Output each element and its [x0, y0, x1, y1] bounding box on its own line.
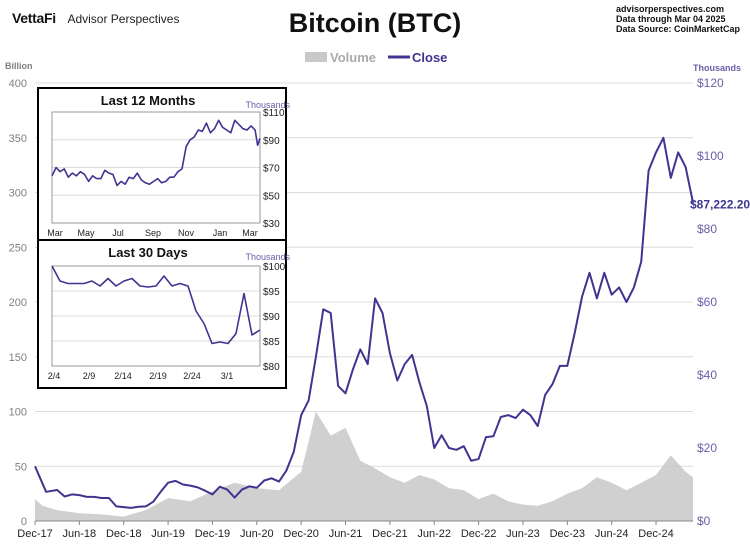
brand-name: Advisor Perspectives: [67, 12, 180, 26]
left-tick-label: 150: [9, 352, 27, 364]
inset-y-tick-label: $80: [263, 362, 280, 373]
x-tick-label: Dec-24: [638, 528, 673, 540]
legend-close-label: Close: [412, 50, 447, 65]
right-tick-label: $20: [697, 441, 717, 455]
last-value-label: $87,222.20: [690, 198, 750, 212]
left-tick-label: 400: [9, 78, 27, 90]
inset-plot-frame: [51, 265, 261, 367]
right-tick-label: $60: [697, 295, 717, 309]
x-tick-label: Jun-22: [417, 528, 451, 540]
inset-y-tick-label: $85: [263, 337, 280, 348]
inset-y-tick-label: $110: [263, 108, 285, 119]
inset-line: [51, 265, 261, 345]
inset-y-tick-label: $90: [263, 136, 280, 147]
x-tick-label: Dec-18: [106, 528, 141, 540]
source-block: advisorperspectives.com Data through Mar…: [616, 4, 740, 34]
inset-line: [51, 119, 261, 187]
left-tick-label: 100: [9, 407, 27, 419]
inset-title: Last 30 Days: [108, 245, 188, 260]
inset-x-tick-label: 2/24: [183, 371, 201, 381]
inset-x-tick-label: Sep: [145, 228, 161, 238]
right-tick-label: $100: [697, 149, 724, 163]
x-tick-label: Jun-21: [329, 528, 363, 540]
right-axis-label: Thousands: [693, 63, 741, 73]
inset-x-tick-label: 2/4: [48, 371, 61, 381]
source-date: Data through Mar 04 2025: [615, 14, 726, 24]
x-tick-label: Dec-17: [17, 528, 52, 540]
inset-y-tick-label: $95: [263, 287, 280, 298]
x-tick-label: Jun-23: [506, 528, 540, 540]
close-line: [34, 136, 694, 509]
inset-x-tick-label: 2/19: [149, 371, 167, 381]
inset-x-tick-label: 3/1: [221, 371, 234, 381]
left-tick-label: 0: [21, 516, 27, 528]
x-tick-label: Dec-19: [195, 528, 230, 540]
inset-axis-label: Thousands: [245, 100, 290, 110]
x-tick-label: Dec-23: [550, 528, 585, 540]
inset-plot-frame: [51, 111, 261, 224]
inset-box: [37, 87, 287, 241]
inset-x-tick-label: May: [77, 228, 95, 238]
x-tick-label: Jun-24: [595, 528, 629, 540]
x-tick-label: Jun-18: [63, 528, 97, 540]
inset-y-tick-label: $90: [263, 312, 280, 323]
inset-x-tick-label: Mar: [242, 228, 258, 238]
chart-title: Bitcoin (BTC): [288, 8, 462, 38]
left-tick-label: 300: [9, 188, 27, 200]
inset-title: Last 12 Months: [101, 93, 196, 108]
inset-y-tick-label: $100: [263, 262, 286, 273]
inset-box: [37, 239, 287, 389]
inset-y-tick-label: $70: [263, 164, 280, 175]
left-tick-label: 350: [9, 133, 27, 145]
volume-area: [35, 411, 693, 521]
inset-y-tick-label: $30: [263, 219, 280, 230]
inset-x-tick-label: Mar: [47, 228, 63, 238]
left-axis-label: Billion: [5, 61, 33, 71]
inset-x-tick-label: Jan: [213, 228, 228, 238]
x-tick-label: Jun-19: [151, 528, 185, 540]
left-tick-label: 200: [9, 297, 27, 309]
right-tick-label: $0: [697, 514, 711, 528]
source-site: advisorperspectives.com: [615, 4, 725, 14]
source-data: Data Source: CoinMarketCap: [615, 24, 740, 34]
legend-volume-label: Volume: [330, 50, 376, 65]
inset-axis-label: Thousands: [245, 252, 290, 262]
inset-x-tick-label: 2/9: [83, 371, 96, 381]
x-tick-label: Jun-20: [240, 528, 274, 540]
x-tick-label: Dec-20: [283, 528, 318, 540]
inset-x-tick-label: Nov: [178, 228, 195, 238]
legend-volume-swatch: [305, 52, 327, 62]
inset-x-tick-label: 2/14: [114, 371, 132, 381]
inset-x-tick-label: Jul: [112, 228, 124, 238]
left-tick-label: 50: [15, 461, 27, 473]
inset-y-tick-label: $50: [263, 191, 280, 202]
x-tick-label: Dec-22: [461, 528, 496, 540]
x-tick-label: Dec-21: [372, 528, 407, 540]
left-tick-label: 250: [9, 242, 27, 254]
right-tick-label: $120: [697, 76, 724, 90]
brand-logo: VettaFi: [12, 10, 56, 26]
right-tick-label: $40: [697, 368, 717, 382]
right-tick-label: $80: [697, 222, 717, 236]
brand: VettaFi Advisor Perspectives: [12, 10, 179, 26]
